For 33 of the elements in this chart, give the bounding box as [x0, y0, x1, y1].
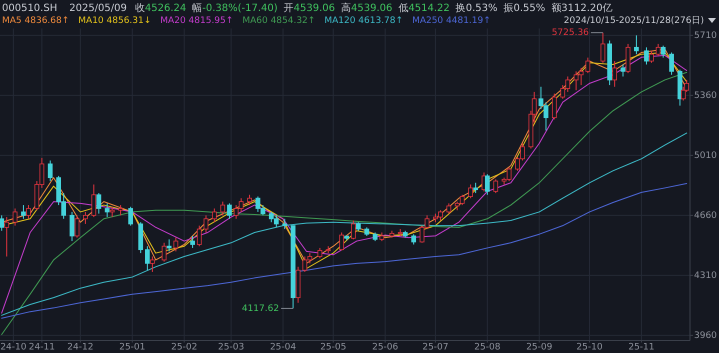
text: 2024/10/15-2025/11/28(276日) — [564, 16, 704, 26]
x-tick-label: 25-11 — [628, 342, 655, 352]
text: 换0.53% — [456, 2, 498, 14]
text: 2025/05/09 — [69, 3, 127, 14]
text: 幅-0.38%(-17.40) — [192, 2, 278, 14]
x-tick-label: 25-04 — [270, 342, 296, 352]
y-tick-label: 5360 — [694, 90, 718, 101]
y-tick-label: 4310 — [694, 270, 718, 281]
text: 收4526.24 — [134, 3, 186, 14]
x-tick-label: 25-06 — [372, 342, 399, 352]
x-tick-label: 25-05 — [320, 342, 346, 352]
annotation: 4117.62 — [242, 304, 280, 314]
x-tick-label: 25-10 — [576, 342, 603, 352]
x-tick-label: 24-12 — [67, 342, 94, 352]
x-tick-label: 25-08 — [474, 342, 501, 352]
annotation: 5725.36 — [552, 28, 590, 38]
x-tick-label: 25-01 — [119, 342, 146, 352]
x-tick-label: 25-02 — [171, 342, 198, 352]
text: 开4539.06 — [284, 3, 336, 14]
text: 高4539.06 — [341, 2, 392, 14]
x-tick-label: 24-10 — [0, 342, 27, 352]
x-tick-label: 25-03 — [218, 342, 244, 352]
x-tick-label: 25-09 — [526, 342, 553, 352]
y-tick-label: 5710 — [694, 30, 718, 41]
chart-title: 000510.SH — [2, 3, 58, 14]
x-tick-label: 25-07 — [422, 342, 449, 352]
text: 振0.55% — [504, 2, 546, 14]
y-tick-label: 5010 — [694, 150, 718, 161]
text: 额3112.20亿 — [551, 2, 613, 14]
y-tick-label: 3960 — [694, 330, 718, 341]
y-tick-label: 4660 — [694, 210, 718, 221]
x-tick-label: 24-11 — [28, 342, 55, 352]
text: 低4514.22 — [398, 3, 450, 14]
